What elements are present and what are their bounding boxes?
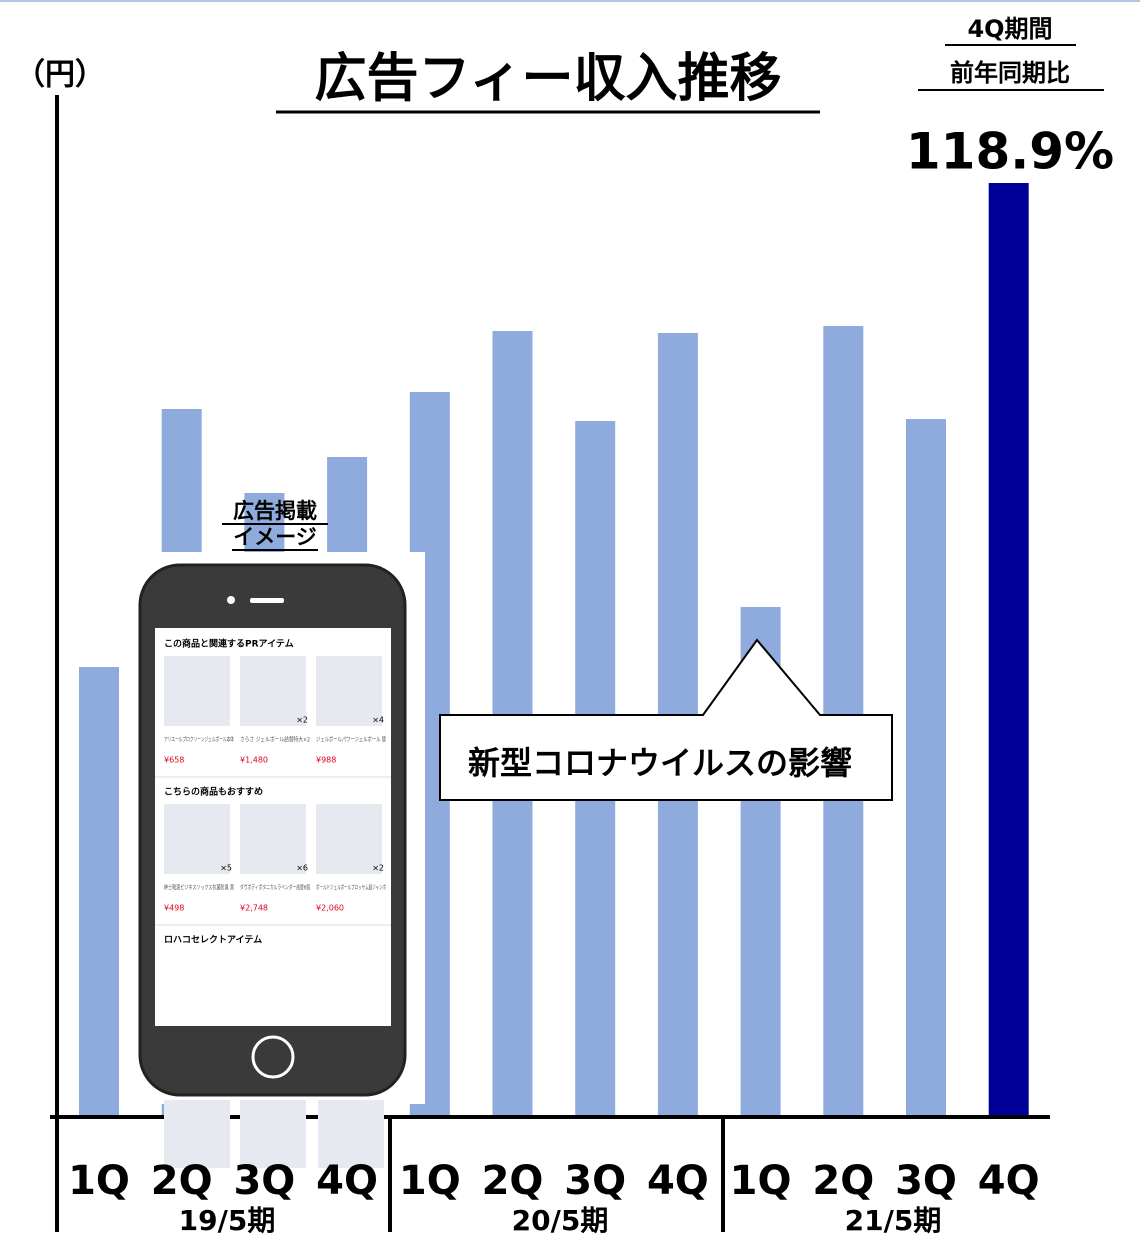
product-price: ¥988 <box>316 756 336 765</box>
section-title: こちらの商品もおすすめ <box>164 786 263 798</box>
chart-title: 広告フィー収入推移 <box>315 49 782 109</box>
product-name: ダヴボディボタニカルラベンダー詰替6個 <box>240 884 310 892</box>
product-qty: ×4 <box>372 716 384 725</box>
yoy-value: 118.9% <box>906 123 1114 181</box>
yoy-title: 前年同期比 <box>950 59 1070 87</box>
image-label: イメージ <box>233 525 317 549</box>
x-tick-label: 1Q <box>68 1158 130 1204</box>
x-tick-label: 3Q <box>564 1158 626 1204</box>
product-qty: ×6 <box>296 864 308 873</box>
product-name: ボールドジェルボールブロッサム超ジャンボ <box>316 884 386 892</box>
x-tick-label: 4Q <box>647 1158 709 1204</box>
product-name: さらさ ジェルボール詰替特大×2 <box>240 736 310 744</box>
x-tick-label: 1Q <box>730 1158 792 1204</box>
image-label: 広告掲載 <box>233 499 317 523</box>
product-image <box>240 1100 306 1168</box>
callout-text: 新型コロナウイルスの影響 <box>468 744 852 782</box>
x-tick-label: 4Q <box>978 1158 1040 1204</box>
group-label: 20/5期 <box>512 1204 609 1237</box>
product-image <box>316 804 382 874</box>
section-title: ロハコセレクトアイテム <box>164 935 262 946</box>
x-tick-label: 3Q <box>233 1158 295 1204</box>
callout-box <box>439 638 893 801</box>
product-qty: ×5 <box>220 864 232 873</box>
y-unit: （円） <box>15 58 105 93</box>
product-price: ¥2,060 <box>316 904 344 913</box>
x-tick-label: 1Q <box>399 1158 461 1204</box>
product-name: ジェルボールパワージェルボール 替 <box>316 736 386 744</box>
product-price: ¥2,748 <box>240 904 268 913</box>
x-tick-label: 2Q <box>812 1158 874 1204</box>
speaker <box>250 598 284 603</box>
camera <box>227 596 235 604</box>
x-tick-label: 4Q <box>316 1158 378 1204</box>
home-button <box>251 1035 295 1079</box>
yoy-title: 4Q期間 <box>967 15 1052 43</box>
group-label: 21/5期 <box>845 1204 942 1237</box>
product-price: ¥658 <box>164 756 184 765</box>
product-qty: ×2 <box>296 716 308 725</box>
product-price: ¥1,480 <box>240 756 268 765</box>
product-image <box>164 656 230 726</box>
product-image <box>316 656 382 726</box>
section-title: この商品と関連するPRアイテム <box>164 638 294 650</box>
product-image <box>240 656 306 726</box>
product-qty: ×2 <box>372 864 384 873</box>
x-tick-label: 2Q <box>482 1158 544 1204</box>
bar <box>906 419 946 1117</box>
x-tick-label: 2Q <box>151 1158 213 1204</box>
product-name: アリエールプロクリーンジェルボール本体 <box>164 736 234 744</box>
product-name: 紳士靴渡ビジネスソックス抗菌防臭 黒 <box>164 884 234 892</box>
product-image <box>164 1100 230 1168</box>
product-price: ¥498 <box>164 904 184 913</box>
product-image <box>164 804 230 874</box>
bar <box>79 667 119 1117</box>
x-tick-label: 3Q <box>895 1158 957 1204</box>
product-image <box>240 804 306 874</box>
product-image <box>318 1100 384 1168</box>
group-label: 19/5期 <box>179 1204 276 1237</box>
bar <box>988 183 1029 1117</box>
